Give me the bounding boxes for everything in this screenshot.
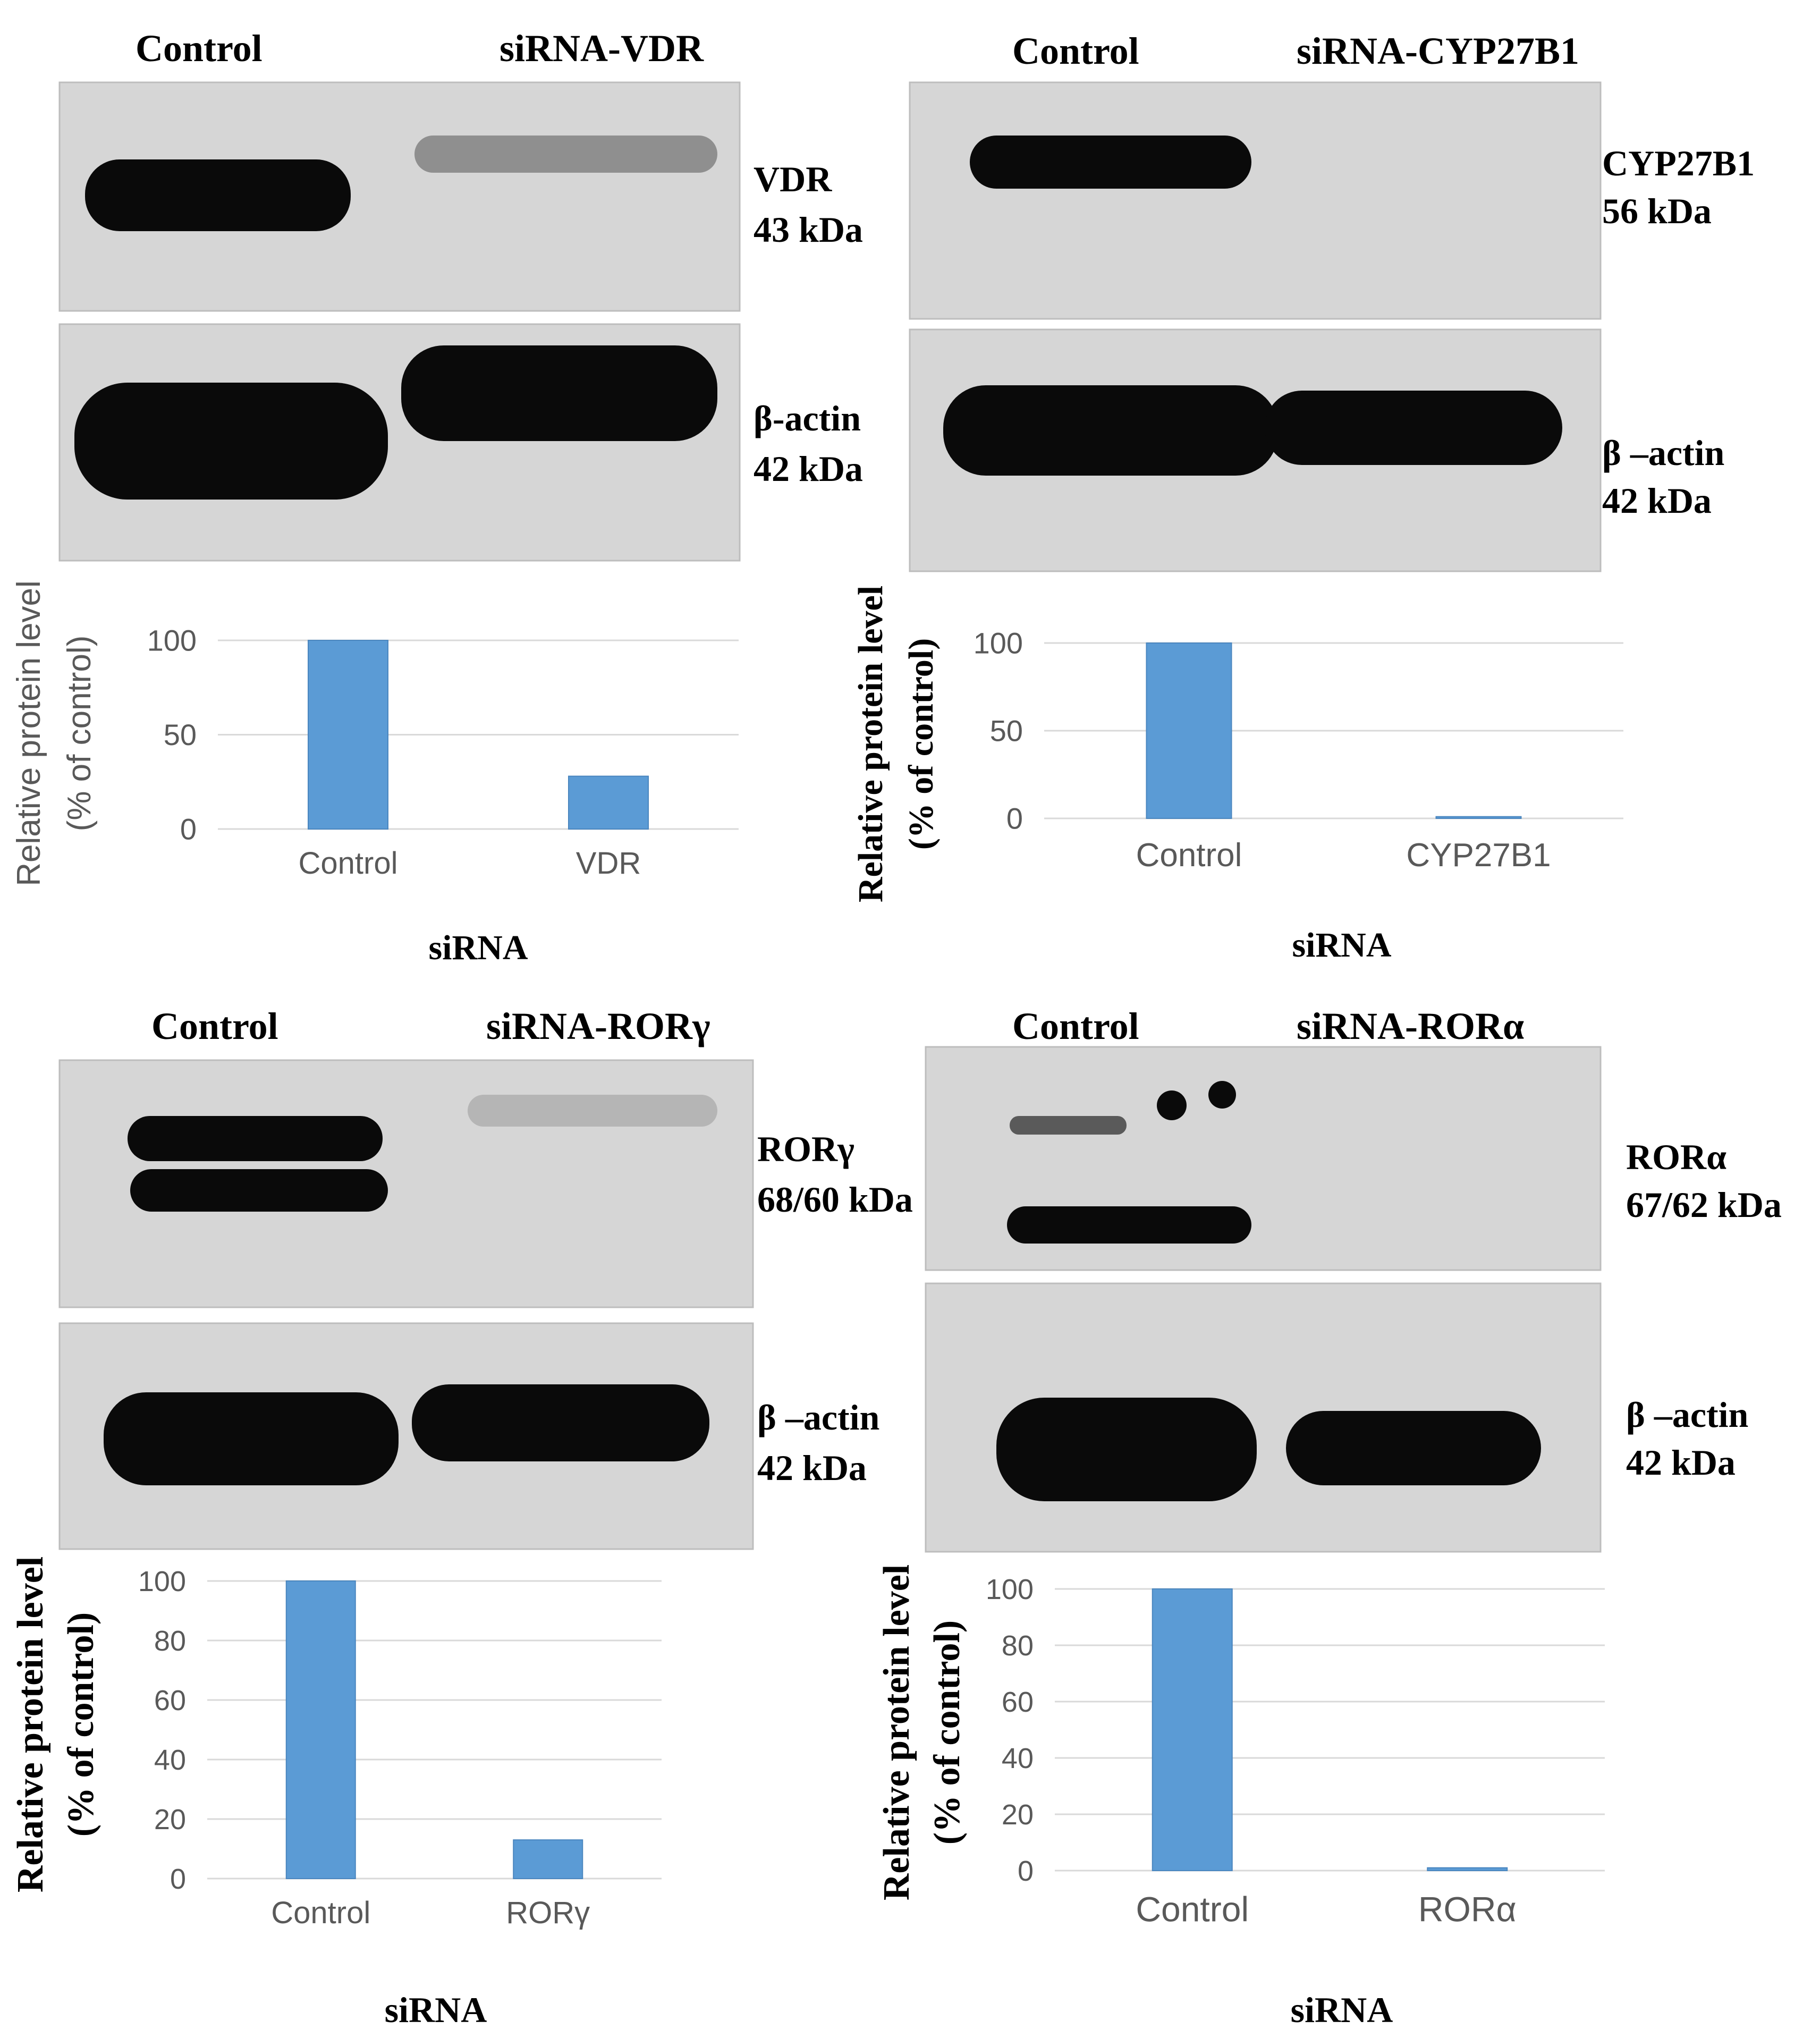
x-category-label: RORα: [1418, 1890, 1517, 1929]
y-axis-label-line1: Relative protein level: [10, 1557, 51, 1892]
panel-rorg: Control siRNA-RORγ RORγ 68/60 kDa β –act…: [10, 1005, 913, 2030]
lane-label-control: Control: [136, 27, 263, 70]
panel-rora: Control siRNA-RORα RORα 67/62 kDa β –act…: [876, 1005, 1782, 2030]
bar-chart-rorg: 0 20 40 60 80 100 Control RORγ: [138, 1566, 662, 1930]
lane-label-control: Control: [1012, 30, 1139, 72]
lane-label-sirna: siRNA-VDR: [500, 27, 704, 70]
actin-band-sirna: [1286, 1411, 1541, 1485]
actin-kda-label: 42 kDa: [1602, 480, 1712, 521]
target-band-lower: [1007, 1206, 1251, 1244]
actin-kda-label: 42 kDa: [757, 1448, 867, 1488]
lane-label-sirna: siRNA-RORα: [1297, 1005, 1524, 1047]
y-tick-label: 40: [1002, 1743, 1034, 1774]
actin-kda-label: 42 kDa: [754, 449, 863, 489]
y-tick-label: 80: [1002, 1630, 1034, 1662]
actin-name-label: β –actin: [1602, 433, 1724, 473]
actin-name-label: β-actin: [754, 398, 861, 438]
y-axis-label-line2: (% of control): [61, 636, 98, 832]
target-kda-label: 43 kDa: [754, 209, 863, 250]
panel-vdr: Control siRNA-VDR VDR 43 kDa β-actin 42 …: [11, 27, 863, 967]
bar-cyp27b1: [1435, 816, 1522, 819]
target-band-sirna: [468, 1095, 717, 1127]
bar-control: [285, 1580, 356, 1879]
x-category-label: VDR: [576, 846, 641, 881]
bar-chart-cyp27b1: 0 50 100 Control CYP27B1: [974, 627, 1623, 874]
actin-band-sirna: [401, 345, 717, 441]
y-axis-label-line2: (% of control): [61, 1612, 101, 1837]
y-tick-label: 50: [990, 714, 1023, 748]
y-axis-label-line2: (% of control): [927, 1620, 968, 1845]
lane-label-sirna: siRNA-CYP27B1: [1297, 30, 1579, 72]
x-category-label: Control: [271, 1896, 370, 1930]
lane-label-control: Control: [1012, 1005, 1139, 1047]
actin-kda-label: 42 kDa: [1626, 1442, 1736, 1483]
target-band-control: [970, 136, 1251, 189]
target-name-label: VDR: [754, 159, 832, 199]
target-spot-1: [1157, 1090, 1187, 1120]
y-tick-label: 20: [1002, 1799, 1034, 1831]
bar-chart-rora: 0 20 40 60 80 100 Control RORα: [986, 1574, 1605, 1929]
actin-band-control: [996, 1398, 1257, 1501]
target-name-label: RORα: [1626, 1137, 1726, 1177]
target-blot: [909, 81, 1602, 320]
panel-cyp27b1: Control siRNA-CYP27B1 CYP27B1 56 kDa β –…: [851, 30, 1755, 965]
bar-rorα: [1427, 1867, 1508, 1871]
lane-label-sirna: siRNA-RORγ: [486, 1005, 710, 1047]
target-band-sirna: [414, 136, 717, 173]
y-tick-label: 100: [138, 1566, 186, 1597]
x-axis-label: siRNA: [428, 928, 528, 967]
bar-rorγ: [513, 1839, 583, 1879]
target-kda-label: 67/62 kDa: [1626, 1185, 1782, 1225]
actin-band-sirna: [412, 1384, 709, 1461]
y-axis-label-line1: Relative protein level: [851, 586, 890, 902]
y-tick-label: 40: [154, 1744, 186, 1776]
target-band-lower: [130, 1169, 388, 1212]
x-axis-label: siRNA: [1291, 1990, 1393, 2030]
target-band-control: [85, 159, 351, 231]
lane-label-control: Control: [151, 1005, 278, 1047]
y-tick-label: 100: [974, 627, 1023, 660]
y-tick-label: 60: [154, 1685, 186, 1716]
actin-name-label: β –actin: [1626, 1394, 1748, 1435]
target-kda-label: 68/60 kDa: [757, 1179, 913, 1220]
bar-control: [1152, 1588, 1233, 1871]
actin-band-control: [74, 383, 388, 500]
x-category-label: CYP27B1: [1406, 837, 1551, 874]
target-kda-label: 56 kDa: [1602, 191, 1712, 231]
bar-control: [308, 640, 388, 830]
y-axis-label-line1: Relative protein level: [11, 580, 47, 886]
x-category-label: Control: [1136, 837, 1242, 874]
x-axis-label: siRNA: [1292, 926, 1391, 965]
y-tick-label: 50: [164, 718, 197, 751]
target-band-upper: [128, 1116, 383, 1161]
y-axis-label-line2: (% of control): [902, 638, 941, 850]
x-category-label: Control: [299, 846, 398, 881]
y-tick-label: 60: [1002, 1686, 1034, 1718]
y-axis-label-line1: Relative protein level: [876, 1565, 917, 1900]
actin-name-label: β –actin: [757, 1397, 879, 1437]
y-tick-label: 100: [986, 1574, 1034, 1605]
actin-band-control: [104, 1392, 399, 1485]
y-tick-label: 0: [1006, 802, 1023, 835]
target-spot-2: [1208, 1081, 1236, 1109]
y-tick-label: 0: [170, 1863, 186, 1895]
bar-vdr: [568, 775, 649, 830]
x-category-label: Control: [1136, 1890, 1249, 1929]
y-tick-label: 0: [1018, 1855, 1034, 1887]
y-tick-label: 20: [154, 1804, 186, 1836]
actin-band-sirna: [1265, 391, 1562, 465]
target-name-label: RORγ: [757, 1129, 854, 1169]
y-tick-label: 80: [154, 1625, 186, 1657]
y-tick-label: 0: [180, 813, 197, 846]
actin-band-control: [943, 385, 1278, 476]
x-category-label: RORγ: [506, 1896, 590, 1930]
target-name-label: CYP27B1: [1602, 143, 1755, 183]
target-band-upper: [1010, 1116, 1127, 1135]
x-axis-label: siRNA: [385, 1990, 487, 2030]
y-tick-label: 100: [147, 624, 197, 657]
bar-control: [1146, 642, 1232, 819]
bar-chart-vdr: 0 50 100 Control VDR: [147, 624, 739, 881]
